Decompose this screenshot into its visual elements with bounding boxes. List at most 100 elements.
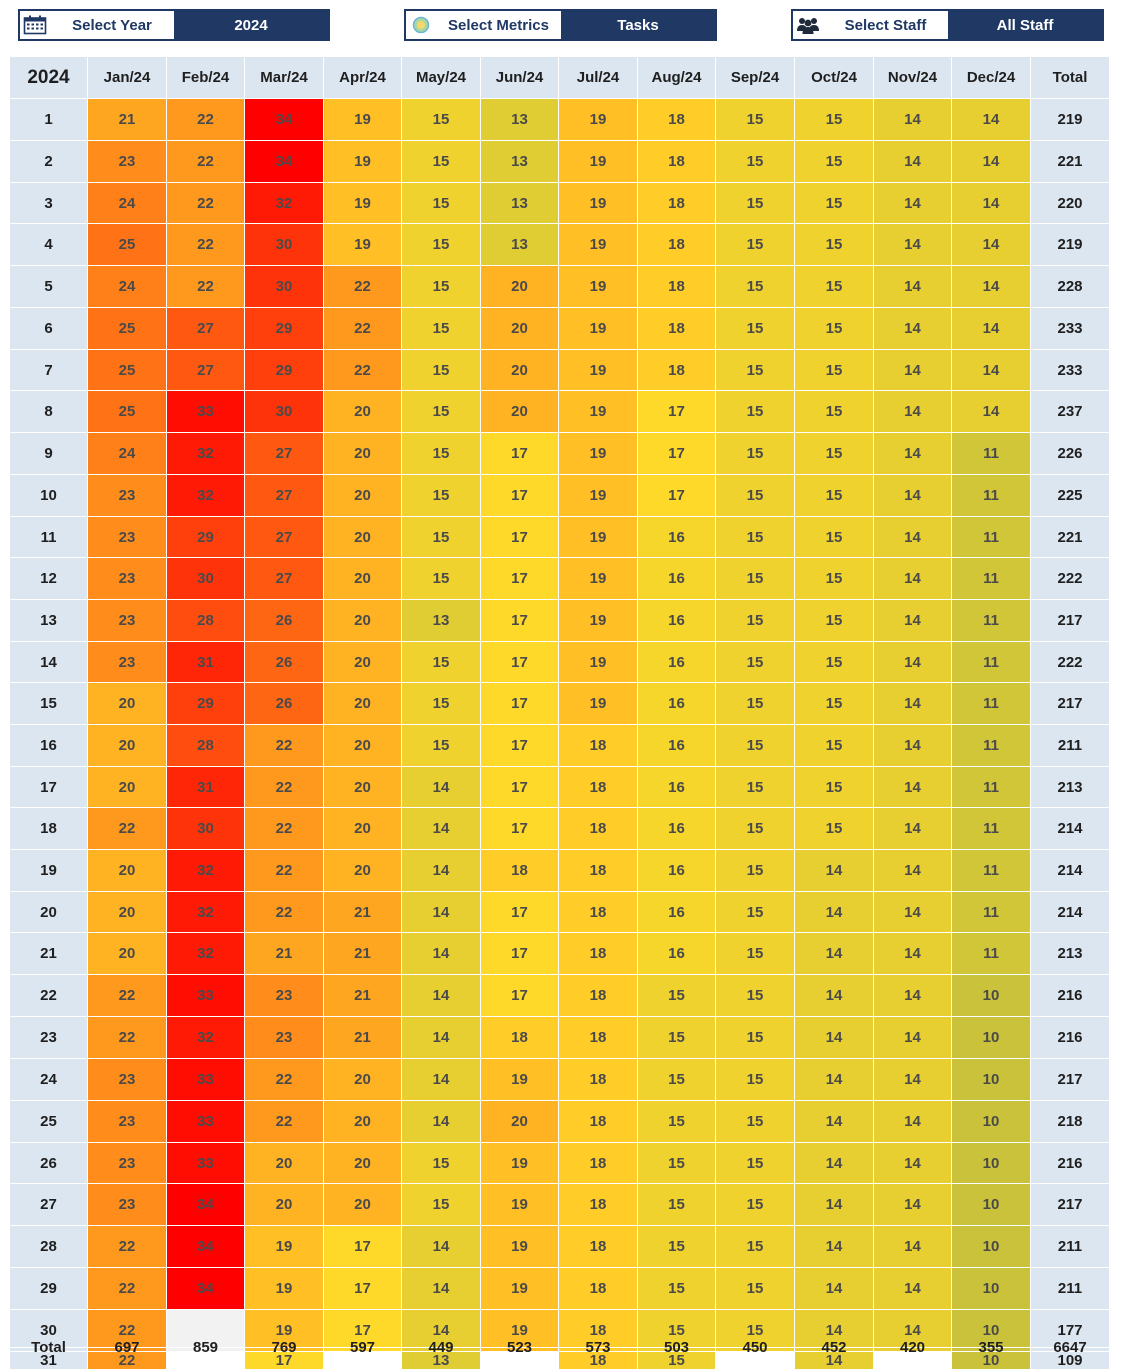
heatmap-cell: 15 bbox=[795, 183, 874, 224]
heatmap-cell: 18 bbox=[559, 1184, 638, 1226]
month-header: Apr/24 bbox=[324, 57, 402, 99]
heatmap-cell: 14 bbox=[952, 308, 1031, 350]
heatmap-cell: 18 bbox=[638, 308, 716, 350]
day-label: 26 bbox=[10, 1143, 88, 1184]
heatmap-cell: 15 bbox=[402, 308, 481, 350]
heatmap-cell: 17 bbox=[638, 475, 716, 517]
heatmap-cell: 20 bbox=[88, 850, 167, 892]
month-total: 449 bbox=[402, 1339, 481, 1356]
heatmap-cell: 15 bbox=[795, 475, 874, 517]
select-staff-value[interactable]: All Staff bbox=[996, 16, 1054, 34]
heatmap-cell: 13 bbox=[481, 183, 559, 224]
heatmap-cell: 18 bbox=[559, 1101, 638, 1143]
heatmap-cell: 23 bbox=[88, 141, 167, 183]
heatmap-cell: 17 bbox=[481, 892, 559, 933]
select-metrics-label-box[interactable]: Select Metrics bbox=[406, 11, 561, 39]
select-metrics-value[interactable]: Tasks bbox=[617, 16, 659, 34]
heatmap-cell: 33 bbox=[167, 391, 245, 433]
heatmap-cell: 20 bbox=[324, 850, 402, 892]
heatmap-cell: 18 bbox=[559, 1059, 638, 1101]
heatmap-cell: 19 bbox=[481, 1268, 559, 1310]
heatmap-cell: 14 bbox=[874, 725, 952, 767]
heatmap-cell: 27 bbox=[167, 350, 245, 391]
heatmap-cell: 11 bbox=[952, 642, 1031, 683]
heatmap-cell: 15 bbox=[402, 224, 481, 266]
heatmap-cell: 11 bbox=[952, 475, 1031, 517]
day-label: 5 bbox=[10, 266, 88, 308]
month-total: 355 bbox=[952, 1339, 1031, 1356]
heatmap-cell: 17 bbox=[481, 808, 559, 850]
heatmap-cell: 18 bbox=[481, 850, 559, 892]
heatmap-cell: 19 bbox=[324, 99, 402, 141]
heatmap-cell: 20 bbox=[481, 266, 559, 308]
heatmap-cell: 23 bbox=[88, 600, 167, 642]
heatmap-cell: 15 bbox=[795, 308, 874, 350]
heatmap-cell: 14 bbox=[874, 808, 952, 850]
heatmap-cell: 16 bbox=[638, 517, 716, 558]
heatmap-cell: 22 bbox=[324, 308, 402, 350]
heatmap-cell: 15 bbox=[716, 1268, 795, 1310]
heatmap-cell: 29 bbox=[245, 350, 324, 391]
month-total: 523 bbox=[481, 1339, 559, 1356]
row-total: 214 bbox=[1031, 850, 1110, 892]
heatmap-cell: 14 bbox=[874, 933, 952, 975]
heatmap-cell: 19 bbox=[559, 475, 638, 517]
heatmap-cell: 23 bbox=[88, 1101, 167, 1143]
heatmap-cell: 10 bbox=[952, 975, 1031, 1017]
grand-total: 6647 bbox=[1031, 1339, 1110, 1356]
heatmap-cell: 20 bbox=[88, 683, 167, 725]
heatmap-cell: 15 bbox=[402, 475, 481, 517]
heatmap-cell: 14 bbox=[402, 808, 481, 850]
month-total: 697 bbox=[88, 1339, 167, 1356]
heatmap-cell: 17 bbox=[481, 517, 559, 558]
heatmap-cell: 18 bbox=[638, 224, 716, 266]
heatmap-cell: 15 bbox=[716, 391, 795, 433]
heatmap-cell: 15 bbox=[716, 1143, 795, 1184]
heatmap-cell: 18 bbox=[638, 141, 716, 183]
heatmap-cell: 19 bbox=[559, 683, 638, 725]
heatmap-cell: 34 bbox=[167, 1268, 245, 1310]
heatmap-cell: 14 bbox=[874, 600, 952, 642]
day-label: 24 bbox=[10, 1059, 88, 1101]
heatmap-cell: 30 bbox=[167, 558, 245, 600]
heatmap-cell: 21 bbox=[324, 892, 402, 933]
heatmap-cell: 33 bbox=[167, 1143, 245, 1184]
heatmap-cell: 11 bbox=[952, 808, 1031, 850]
heatmap-cell: 13 bbox=[481, 141, 559, 183]
heatmap-cell: 14 bbox=[874, 183, 952, 224]
heatmap-cell: 20 bbox=[324, 391, 402, 433]
heatmap-cell: 33 bbox=[167, 975, 245, 1017]
heatmap-cell: 14 bbox=[874, 1017, 952, 1059]
heatmap-cell: 10 bbox=[952, 1143, 1031, 1184]
heatmap-cell: 17 bbox=[324, 1310, 402, 1352]
heatmap-cell: 21 bbox=[324, 975, 402, 1017]
select-staff-filter[interactable]: Select Staff All Staff bbox=[791, 9, 1104, 41]
heatmap-cell: 20 bbox=[324, 433, 402, 475]
select-year-value[interactable]: 2024 bbox=[234, 16, 268, 34]
heatmap-cell: 15 bbox=[795, 558, 874, 600]
heatmap-cell: 14 bbox=[874, 99, 952, 141]
heatmap-cell: 34 bbox=[245, 141, 324, 183]
heatmap-cell: 13 bbox=[402, 600, 481, 642]
select-year-filter[interactable]: Select Year 2024 bbox=[18, 9, 330, 41]
heatmap-cell: 19 bbox=[559, 558, 638, 600]
heatmap-cell: 19 bbox=[559, 224, 638, 266]
heatmap-cell: 17 bbox=[481, 475, 559, 517]
heatmap-cell: 15 bbox=[795, 808, 874, 850]
heatmap-cell: 18 bbox=[638, 183, 716, 224]
heatmap-cell: 26 bbox=[245, 683, 324, 725]
heatmap-cell: 14 bbox=[874, 975, 952, 1017]
heatmap-cell: 16 bbox=[638, 933, 716, 975]
heatmap-cell: 15 bbox=[795, 517, 874, 558]
heatmap-cell: 18 bbox=[559, 892, 638, 933]
select-staff-label-box[interactable]: Select Staff bbox=[793, 11, 948, 39]
select-metrics-filter[interactable]: Select Metrics Tasks bbox=[404, 9, 717, 41]
heatmap-cell: 14 bbox=[795, 933, 874, 975]
heatmap-cell: 18 bbox=[638, 350, 716, 391]
heatmap-cell: 19 bbox=[245, 1226, 324, 1268]
month-total: 597 bbox=[324, 1339, 402, 1356]
select-year-label-box[interactable]: Select Year bbox=[20, 11, 174, 39]
heatmap-cell: 15 bbox=[402, 1184, 481, 1226]
heatmap-cell: 27 bbox=[167, 308, 245, 350]
heatmap-cell: 21 bbox=[324, 933, 402, 975]
